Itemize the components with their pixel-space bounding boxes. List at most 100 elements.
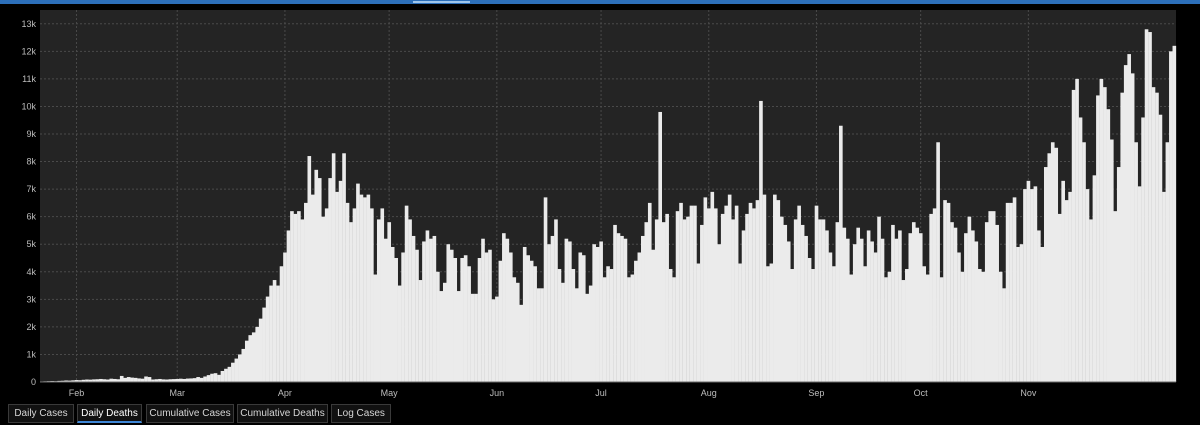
- bar: [217, 374, 221, 382]
- bar: [911, 222, 916, 382]
- bar: [1012, 197, 1017, 382]
- bar: [654, 219, 659, 382]
- bar: [856, 227, 861, 382]
- bar: [1068, 191, 1072, 382]
- bar: [224, 368, 228, 382]
- bar: [1137, 186, 1142, 382]
- bar: [1085, 189, 1090, 382]
- bar: [363, 197, 367, 382]
- bar: [599, 241, 603, 382]
- bar: [547, 244, 551, 382]
- tab-cumulative-deaths[interactable]: Cumulative Deaths: [237, 404, 328, 423]
- bar: [679, 202, 683, 382]
- bar: [71, 380, 75, 382]
- bar: [658, 111, 662, 382]
- bar: [310, 194, 315, 382]
- x-tick-label: Aug: [701, 388, 717, 398]
- bar: [641, 235, 645, 382]
- bar: [634, 260, 638, 382]
- bar: [609, 269, 614, 382]
- bar: [964, 233, 968, 382]
- bar: [293, 213, 298, 382]
- x-tick-label: Apr: [278, 388, 292, 398]
- bar: [696, 263, 701, 382]
- bar: [314, 169, 319, 382]
- bar: [227, 366, 232, 382]
- bar: [1116, 167, 1121, 382]
- bar: [1057, 213, 1062, 382]
- bar: [842, 227, 847, 382]
- bar: [512, 277, 517, 382]
- bar: [442, 282, 447, 382]
- bar: [60, 380, 65, 382]
- bar: [661, 222, 666, 382]
- bar: [540, 288, 544, 382]
- bar: [112, 378, 117, 382]
- bar: [231, 362, 235, 382]
- bar: [116, 379, 121, 382]
- bar: [279, 266, 284, 382]
- bar: [244, 340, 249, 382]
- bar: [1061, 180, 1065, 382]
- bar: [693, 205, 697, 382]
- x-tick-label: Oct: [914, 388, 929, 398]
- bar: [967, 216, 972, 382]
- top-accent-bar: [0, 0, 1200, 4]
- y-tick-label: 12k: [21, 46, 36, 56]
- bar: [1071, 89, 1076, 383]
- bar: [981, 271, 986, 382]
- bar: [220, 370, 225, 382]
- bar: [578, 252, 583, 382]
- bar: [1148, 32, 1152, 383]
- bar: [356, 183, 360, 382]
- bar: [182, 378, 187, 382]
- bar: [1019, 244, 1024, 382]
- bar: [606, 266, 610, 382]
- bar: [762, 194, 767, 382]
- bar: [790, 269, 795, 382]
- bar: [331, 153, 336, 382]
- bar: [255, 326, 260, 382]
- bar: [1151, 87, 1156, 383]
- bar: [290, 211, 294, 382]
- bar: [859, 238, 864, 382]
- bar: [88, 379, 93, 382]
- tab-daily-deaths[interactable]: Daily Deaths: [77, 404, 142, 423]
- bar: [953, 227, 958, 382]
- bar: [682, 219, 687, 382]
- bar: [248, 335, 253, 382]
- bar: [1037, 230, 1041, 382]
- bar: [637, 252, 642, 382]
- bar: [613, 224, 617, 382]
- x-tick-label: Feb: [69, 388, 85, 398]
- tab-cumulative-cases[interactable]: Cumulative Cases: [146, 404, 234, 423]
- bar: [998, 271, 1003, 382]
- bar: [724, 205, 729, 382]
- bar: [317, 178, 322, 382]
- bar: [460, 258, 464, 382]
- bar: [352, 208, 357, 382]
- bar: [731, 219, 735, 382]
- bar: [491, 299, 496, 382]
- bar: [689, 205, 694, 382]
- bar: [828, 252, 833, 382]
- tab-daily-cases[interactable]: Daily Cases: [8, 404, 74, 423]
- bar: [581, 255, 586, 382]
- bar: [488, 249, 492, 382]
- y-tick-label: 11k: [22, 74, 36, 84]
- bar: [106, 379, 110, 382]
- bar: [203, 376, 207, 382]
- bar: [894, 238, 899, 382]
- bar: [269, 285, 273, 382]
- bar: [64, 380, 68, 382]
- bar: [422, 241, 426, 382]
- bar: [432, 235, 437, 382]
- bar: [161, 379, 166, 382]
- bar: [1123, 65, 1128, 382]
- bar: [550, 235, 555, 382]
- bar: [349, 222, 353, 382]
- page-indicator: [413, 1, 470, 3]
- bar: [1043, 167, 1048, 382]
- tab-log-cases[interactable]: Log Cases: [331, 404, 391, 423]
- bar: [272, 280, 277, 382]
